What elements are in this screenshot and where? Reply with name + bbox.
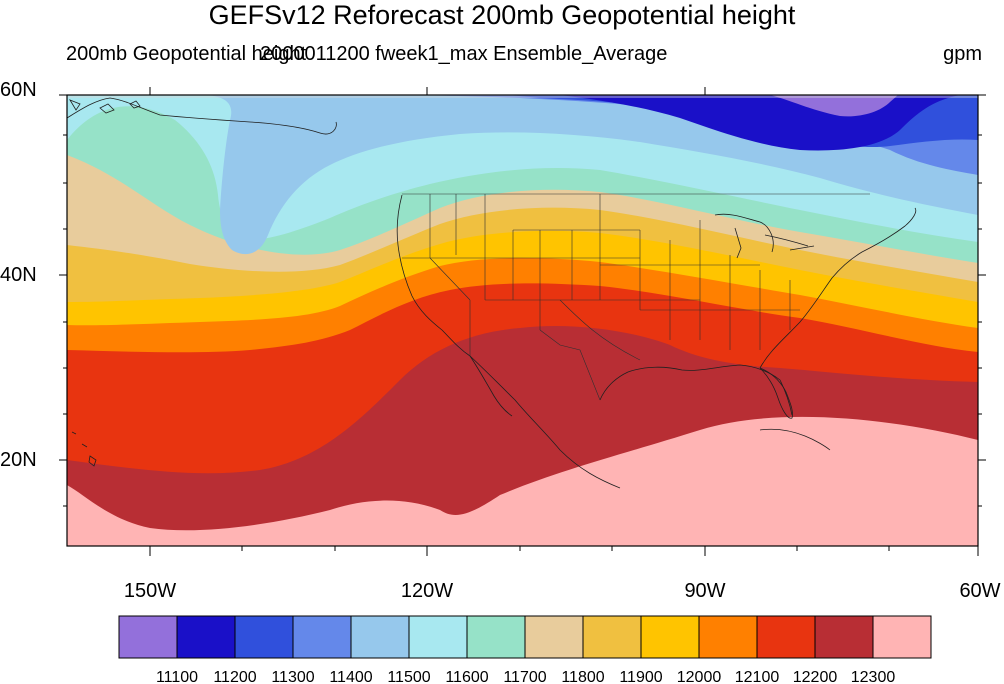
colorbar-label: 11900 [619,669,662,684]
lat-label-60n: 60N [0,79,37,101]
colorbar-label: 12200 [793,669,838,684]
colorbar-swatch [176,615,236,659]
colorbar-swatch [118,615,178,659]
lon-label-120w: 120W [400,580,454,602]
colorbar-label: 11500 [387,669,430,684]
colorbar-swatch [234,615,294,659]
lon-label-60w: 60W [959,580,1001,602]
colorbar-label: 11600 [445,669,488,684]
colorbar-label: 12100 [735,669,780,684]
colorbar-label: 11800 [561,669,604,684]
plot-frame [66,94,979,547]
colorbar-swatch [524,615,584,659]
subtitle-run-info: 2000011200 fweek1_max Ensemble_Average [260,43,668,65]
axis-ticks [59,87,986,556]
colorbar-label: 11200 [213,669,256,684]
contour-band-below-11100 [770,95,898,117]
colorbar-swatch [582,615,642,659]
subtitle-units: gpm [943,43,982,65]
lat-label-20n: 20N [0,449,37,471]
colorbar-label: 11300 [271,669,314,684]
contour-band-11100 [67,95,978,151]
colorbar-swatch [814,615,874,659]
lat-label-40n: 40N [0,264,37,286]
chart-title: GEFSv12 Reforecast 200mb Geopotential he… [208,0,796,30]
colorbar-swatch [640,615,700,659]
colorbar-swatch [408,615,468,659]
colorbar-label: 12300 [851,669,896,684]
coastlines [67,97,917,489]
lon-label-90w: 90W [684,580,726,602]
colorbar-swatch [350,615,410,659]
state-borders [402,193,870,401]
colorbar-swatch [698,615,758,659]
colorbar-label: 12000 [677,669,722,684]
colorbar-swatch [756,615,816,659]
colorbar-swatch [292,615,352,659]
colorbar-label: 11700 [503,669,546,684]
subtitle-variable: 200mb Geopotential height [66,43,307,65]
lon-label-150w: 150W [123,580,177,602]
colorbar-label: 11100 [156,669,198,684]
colorbar-label: 11400 [329,669,372,684]
colorbar-swatch [872,615,932,659]
colorbar-swatch [466,615,526,659]
